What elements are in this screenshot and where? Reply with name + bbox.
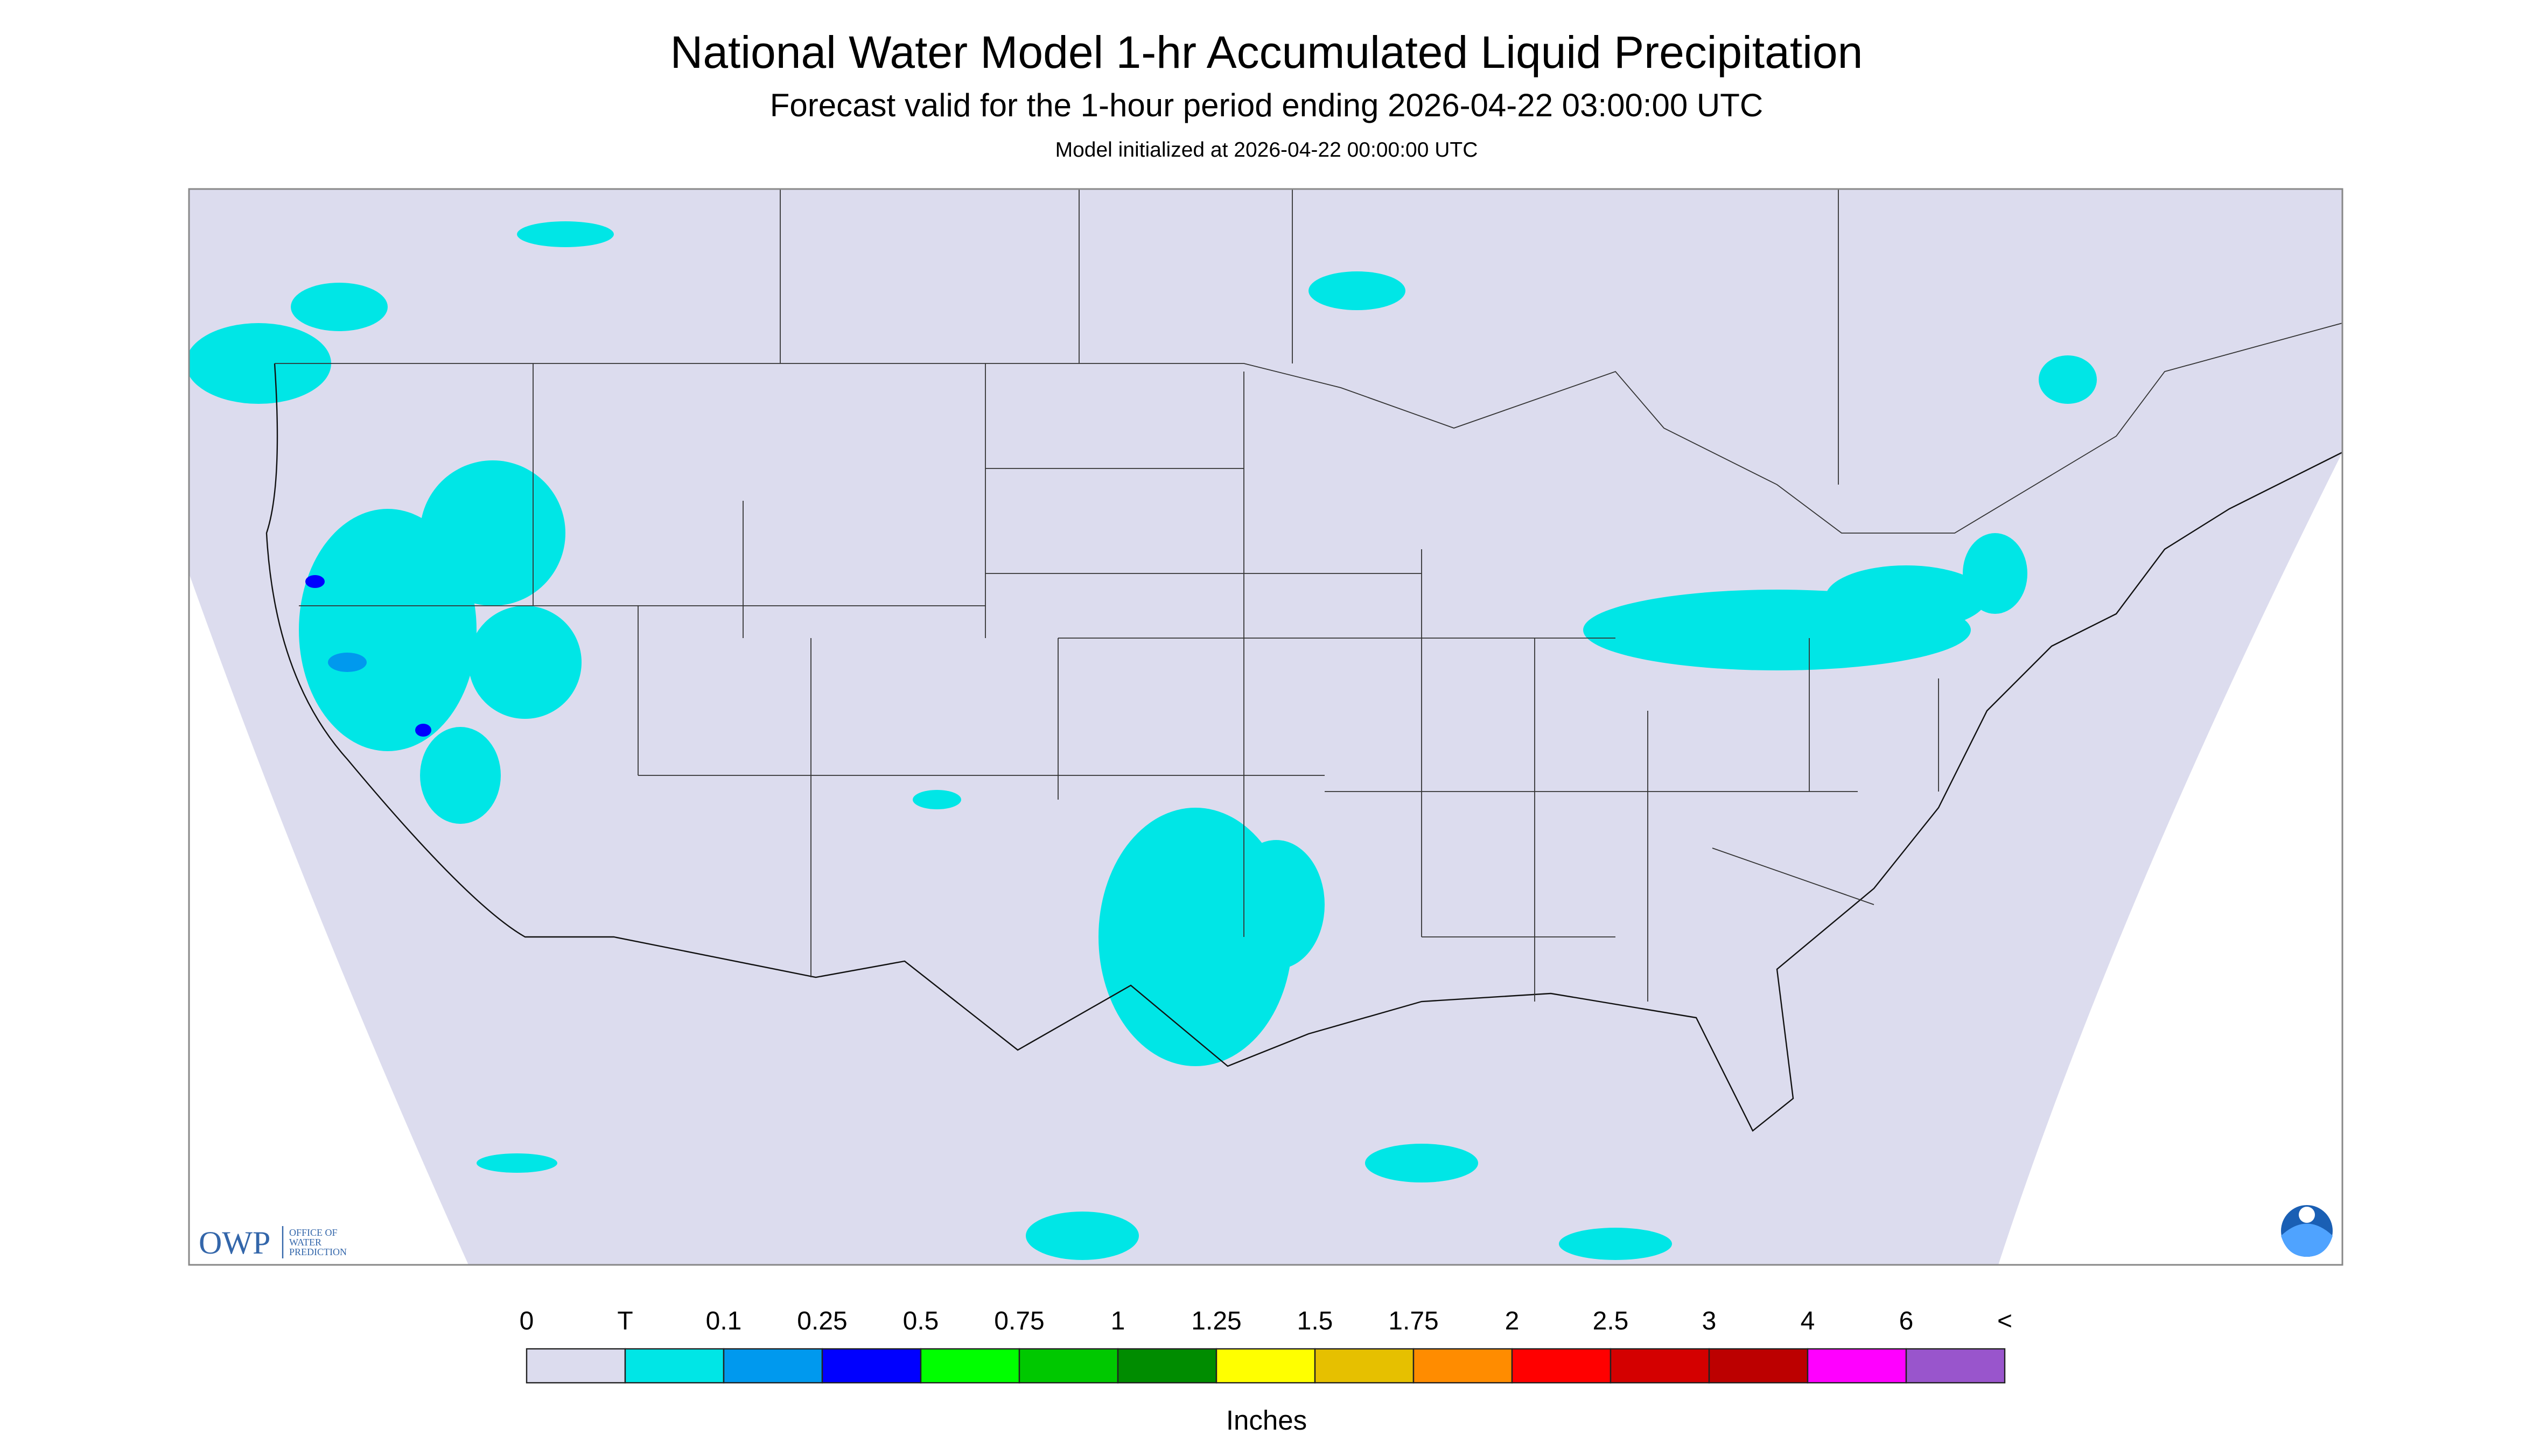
colorbar-box <box>821 1348 922 1384</box>
colorbar-box <box>1708 1348 1809 1384</box>
logo-acronym: OWP <box>199 1225 270 1261</box>
colorbar-unit: Inches <box>1226 1405 1307 1436</box>
colorbar-label: < <box>1997 1307 2012 1335</box>
colorbar-box <box>1807 1348 1907 1384</box>
logo-line: WATER <box>289 1237 321 1248</box>
boundaries <box>265 189 2342 1132</box>
colorbar-label: 0.75 <box>994 1307 1044 1335</box>
subtitle: Forecast valid for the 1-hour period end… <box>770 87 1763 123</box>
colorbar-label: 4 <box>1801 1307 1815 1335</box>
colorbar-box <box>1018 1348 1119 1384</box>
colorbar-label: 0 <box>520 1307 534 1335</box>
map-domain <box>189 189 2342 1265</box>
colorbar-box <box>1511 1348 1612 1384</box>
colorbar-box <box>1314 1348 1415 1384</box>
logo-line: PREDICTION <box>289 1247 347 1257</box>
colorbar-box <box>526 1348 626 1384</box>
colorbar-box <box>723 1348 823 1384</box>
colorbar-box <box>1215 1348 1316 1384</box>
owp-logo: OWP OFFICE OF WATER PREDICTION <box>199 1225 347 1261</box>
colorbar-box <box>920 1348 1020 1384</box>
colorbar-box <box>1117 1348 1217 1384</box>
colorbar-box <box>1905 1348 2006 1384</box>
colorbar-label: 0.1 <box>706 1307 742 1335</box>
colorbar-box <box>1610 1348 1710 1384</box>
colorbar-label: 1.25 <box>1191 1307 1241 1335</box>
noaa-logo <box>2281 1205 2333 1257</box>
logo-line: OFFICE OF <box>289 1227 338 1238</box>
colorbar-label: 3 <box>1702 1307 1717 1335</box>
title: National Water Model 1-hr Accumulated Li… <box>670 27 1863 78</box>
init-time: Model initialized at 2026-04-22 00:00:00… <box>1055 138 1478 162</box>
map: OWP OFFICE OF WATER PREDICTION <box>188 188 2343 1266</box>
map-frame <box>188 188 2343 1266</box>
colorbar-label: 0.5 <box>903 1307 939 1335</box>
colorbar-label: 1.5 <box>1297 1307 1333 1335</box>
colorbar-label: 0.25 <box>797 1307 847 1335</box>
colorbar: 0 T 0.1 0.25 0.5 0.75 1 1.25 1.5 1.75 2 2.5 3 4 6 < <box>520 1307 2012 1384</box>
colorbar-label: 2.5 <box>1593 1307 1629 1335</box>
colorbar-label: 6 <box>1899 1307 1914 1335</box>
colorbar-label: T <box>617 1307 633 1335</box>
colorbar-label: 1 <box>1111 1307 1125 1335</box>
colorbar-box <box>1412 1348 1513 1384</box>
colorbar-label: 2 <box>1505 1307 1520 1335</box>
colorbar-label: 1.75 <box>1388 1307 1438 1335</box>
colorbar-box <box>624 1348 725 1384</box>
precip-areas <box>189 221 2097 1261</box>
